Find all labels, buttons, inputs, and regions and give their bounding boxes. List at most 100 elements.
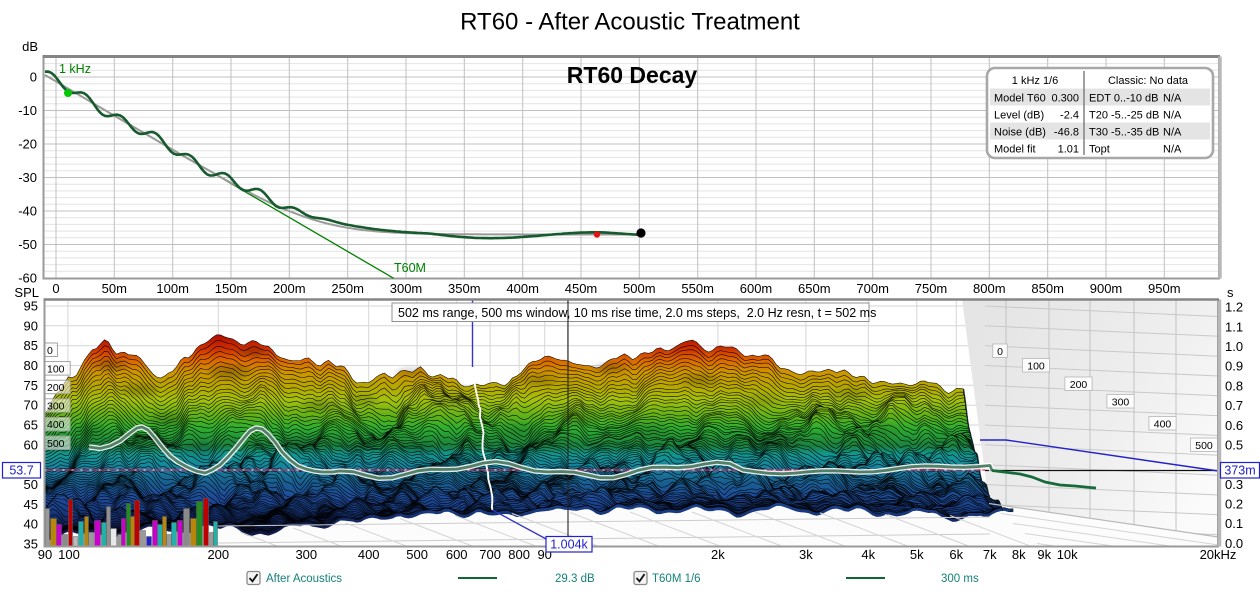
svg-text:800m: 800m	[973, 281, 1006, 296]
svg-text:550m: 550m	[681, 281, 714, 296]
svg-text:-30: -30	[18, 170, 37, 185]
svg-text:0: 0	[52, 281, 59, 296]
svg-text:-20: -20	[18, 137, 37, 152]
svg-text:2k: 2k	[711, 547, 725, 562]
svg-text:0.9: 0.9	[1225, 359, 1243, 374]
svg-text:Noise (dB): Noise (dB)	[994, 127, 1046, 139]
svg-text:RT60 Decay: RT60 Decay	[567, 62, 698, 88]
svg-text:9k: 9k	[1037, 547, 1051, 562]
svg-text:After Acoustics: After Acoustics	[266, 573, 342, 585]
svg-text:700: 700	[479, 547, 501, 562]
svg-text:0.7: 0.7	[1225, 398, 1243, 413]
svg-text:53.7: 53.7	[9, 464, 33, 478]
svg-text:0.2: 0.2	[1225, 497, 1243, 512]
svg-text:950m: 950m	[1148, 281, 1181, 296]
svg-text:500: 500	[1195, 440, 1213, 452]
svg-text:RT60 - After Acoustic Treatmen: RT60 - After Acoustic Treatment	[460, 9, 800, 36]
svg-text:T30 -5..-35 dB: T30 -5..-35 dB	[1089, 127, 1159, 139]
svg-text:50m: 50m	[102, 281, 127, 296]
svg-text:50: 50	[24, 477, 38, 492]
svg-text:350m: 350m	[448, 281, 481, 296]
svg-text:200: 200	[47, 382, 65, 394]
svg-text:4k: 4k	[861, 547, 875, 562]
svg-text:dB: dB	[22, 39, 38, 54]
svg-text:90: 90	[24, 318, 38, 333]
svg-text:0.1: 0.1	[1225, 516, 1243, 531]
svg-text:1.1: 1.1	[1225, 319, 1243, 334]
svg-text:900m: 900m	[1090, 281, 1123, 296]
svg-text:300: 300	[47, 401, 65, 413]
svg-text:40: 40	[24, 517, 38, 532]
svg-text:400: 400	[358, 547, 380, 562]
svg-text:6k: 6k	[949, 547, 963, 562]
svg-text:T60M: T60M	[394, 261, 426, 275]
svg-text:373m: 373m	[1224, 464, 1255, 478]
svg-text:5k: 5k	[910, 547, 924, 562]
svg-text:0: 0	[30, 70, 37, 85]
svg-text:100: 100	[58, 547, 80, 562]
svg-text:400: 400	[1154, 418, 1172, 430]
svg-text:0.8: 0.8	[1225, 378, 1243, 393]
svg-text:35: 35	[24, 537, 38, 552]
svg-text:s: s	[1227, 285, 1234, 300]
svg-text:8k: 8k	[1012, 547, 1026, 562]
svg-text:250m: 250m	[331, 281, 364, 296]
svg-text:-60: -60	[18, 271, 37, 286]
svg-text:7k: 7k	[983, 547, 997, 562]
svg-text:0.5: 0.5	[1225, 438, 1243, 453]
svg-text:0.300: 0.300	[1051, 93, 1079, 105]
svg-text:200: 200	[1070, 379, 1088, 391]
svg-text:0.0: 0.0	[1225, 536, 1243, 551]
svg-text:EDT 0..-10 dB: EDT 0..-10 dB	[1089, 93, 1159, 105]
svg-text:N/A: N/A	[1163, 127, 1182, 139]
svg-text:70: 70	[24, 398, 38, 413]
svg-text:65: 65	[24, 418, 38, 433]
svg-text:200m: 200m	[273, 281, 306, 296]
svg-text:Level (dB): Level (dB)	[994, 110, 1044, 122]
svg-text:75: 75	[24, 378, 38, 393]
svg-text:600: 600	[446, 547, 468, 562]
svg-text:300m: 300m	[390, 281, 423, 296]
svg-text:Model fit: Model fit	[994, 144, 1036, 156]
svg-text:100: 100	[47, 363, 65, 375]
svg-text:-2.4: -2.4	[1060, 110, 1079, 122]
svg-text:1.01: 1.01	[1058, 144, 1079, 156]
svg-text:29.3 dB: 29.3 dB	[555, 573, 595, 585]
svg-text:650m: 650m	[798, 281, 831, 296]
svg-text:500: 500	[47, 438, 65, 450]
svg-text:450m: 450m	[565, 281, 598, 296]
svg-text:-50: -50	[18, 237, 37, 252]
svg-text:95: 95	[24, 299, 38, 314]
svg-text:100m: 100m	[156, 281, 189, 296]
svg-text:T60M 1/6: T60M 1/6	[652, 573, 701, 585]
svg-text:-40: -40	[18, 204, 37, 219]
svg-text:90: 90	[38, 547, 52, 562]
svg-text:300: 300	[1112, 396, 1130, 408]
svg-text:500m: 500m	[623, 281, 656, 296]
svg-text:Classic: No data: Classic: No data	[1108, 75, 1189, 87]
svg-text:1.0: 1.0	[1225, 339, 1243, 354]
svg-text:1 kHz: 1 kHz	[59, 62, 91, 76]
svg-text:500: 500	[406, 547, 428, 562]
svg-text:700m: 700m	[856, 281, 889, 296]
svg-text:1 kHz 1/6: 1 kHz 1/6	[1012, 75, 1058, 87]
svg-text:0.3: 0.3	[1225, 477, 1243, 492]
svg-text:T20 -5..-25 dB: T20 -5..-25 dB	[1089, 110, 1159, 122]
svg-text:300 ms: 300 ms	[941, 573, 979, 585]
svg-text:800: 800	[508, 547, 530, 562]
svg-text:750m: 750m	[915, 281, 948, 296]
svg-text:45: 45	[24, 497, 38, 512]
svg-text:300: 300	[295, 547, 317, 562]
svg-text:85: 85	[24, 338, 38, 353]
svg-text:1.2: 1.2	[1225, 300, 1243, 315]
svg-text:-46.8: -46.8	[1054, 127, 1079, 139]
svg-text:0: 0	[47, 345, 53, 357]
svg-text:N/A: N/A	[1163, 93, 1182, 105]
svg-text:10k: 10k	[1057, 547, 1078, 562]
svg-text:0.6: 0.6	[1225, 418, 1243, 433]
svg-text:SPL: SPL	[14, 285, 39, 300]
svg-text:3k: 3k	[799, 547, 813, 562]
svg-text:Topt: Topt	[1089, 144, 1110, 156]
svg-text:1.004k: 1.004k	[550, 538, 588, 552]
svg-text:0: 0	[997, 346, 1003, 358]
